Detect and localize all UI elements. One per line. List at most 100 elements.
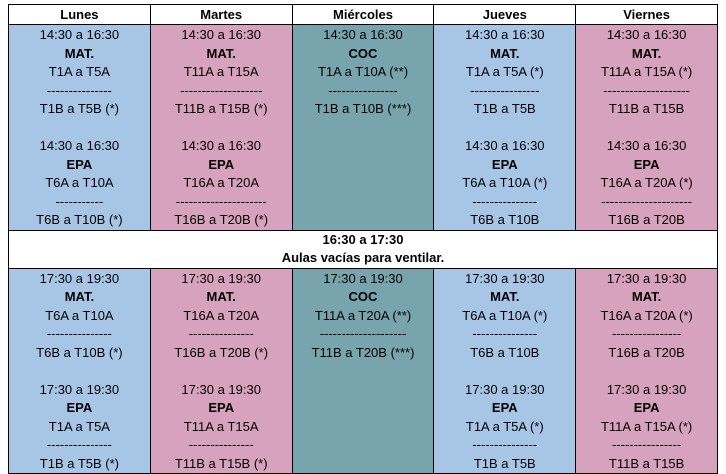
session-time: 14:30 a 16:30 bbox=[465, 138, 545, 153]
group-separator: -------------------- bbox=[603, 82, 690, 98]
subject-label: MAT. bbox=[64, 289, 95, 304]
session-time: 17:30 a 19:30 bbox=[323, 270, 403, 286]
session-block: 17:30 a 19:30 EPA T1A a T5A (*) -----------… bbox=[434, 381, 575, 474]
break-note: Aulas vacías para ventilar. bbox=[281, 249, 445, 265]
group-b-range: T6B a T10B (*) bbox=[36, 212, 123, 227]
group-separator: ---------------- bbox=[470, 82, 540, 98]
group-separator: -------------------- bbox=[319, 326, 407, 341]
group-a-range: T1A a T5A bbox=[48, 64, 110, 79]
subject-label: EPA bbox=[633, 156, 660, 172]
subject-label: COC bbox=[348, 45, 378, 61]
block-gap bbox=[434, 362, 575, 381]
group-b-range: T1B a T5B bbox=[473, 101, 536, 116]
group-separator: ------------------- bbox=[180, 82, 263, 98]
day-header-viernes: Viernes bbox=[575, 4, 718, 25]
subject-label: MAT. bbox=[64, 45, 95, 61]
session-time: 17:30 a 19:30 bbox=[39, 381, 120, 397]
afternoon-cell-martes: 14:30 a 16:30 MAT. T11A a T15A ------------… bbox=[149, 24, 293, 231]
evening-row: 17:30 a 19:30 MAT. T6A a T10A -------------… bbox=[8, 267, 718, 474]
session-time: 17:30 a 19:30 bbox=[606, 270, 687, 286]
session-time: 14:30 a 16:30 bbox=[39, 138, 120, 153]
subject-label: COC bbox=[348, 289, 378, 304]
session-block: 17:30 a 19:30 MAT. T6A a T10A (*) ---------… bbox=[434, 270, 575, 363]
session-block: 14:30 a 16:30 MAT. T11A a T15A (*) --------… bbox=[576, 26, 717, 119]
group-separator: --------------- bbox=[46, 82, 112, 98]
day-header-lunes: Lunes bbox=[8, 4, 151, 25]
group-separator: --------------------- bbox=[175, 193, 267, 209]
subject-label: EPA bbox=[633, 400, 660, 415]
group-b-range: T6B a T10B bbox=[470, 344, 540, 360]
group-a-range: T16A a T20A bbox=[183, 175, 260, 190]
group-b-range: T11B a T15B (*) bbox=[174, 101, 268, 116]
session-time: 14:30 a 16:30 bbox=[465, 27, 545, 42]
group-b-range: T6B a T10B bbox=[470, 212, 540, 227]
block-gap bbox=[434, 119, 575, 138]
block-gap bbox=[9, 119, 150, 138]
afternoon-row: 14:30 a 16:30 MAT. T1A a T5A --------------… bbox=[8, 24, 718, 231]
session-block: 17:30 a 19:30 EPA T11A a T15A -------------… bbox=[151, 381, 292, 474]
evening-cell-miercoles: 17:30 a 19:30 COC T11A a T20A (**) --------… bbox=[291, 267, 435, 474]
group-separator: --------------- bbox=[188, 326, 254, 341]
day-header-miercoles: Miércoles bbox=[291, 4, 435, 25]
session-block: 17:30 a 19:30 EPA T1A a T5A ---------------… bbox=[9, 381, 150, 474]
group-a-range: T16A a T20A (*) bbox=[600, 175, 693, 190]
group-a-range: T16A a T20A bbox=[183, 307, 260, 323]
group-a-range: T6A a T10A (*) bbox=[462, 307, 548, 323]
header-row: Lunes Martes Miércoles Jueves Viernes bbox=[8, 4, 718, 25]
group-separator: --------------- bbox=[46, 437, 112, 452]
subject-label: MAT. bbox=[206, 289, 236, 304]
group-a-range: T1A a T5A (*) bbox=[465, 418, 544, 434]
session-time: 14:30 a 16:30 bbox=[606, 138, 687, 153]
session-block: 17:30 a 19:30 COC T11A a T20A (**) --------… bbox=[293, 270, 434, 363]
group-a-range: T1A a T10A (**) bbox=[317, 64, 409, 79]
group-b-range: T6B a T10B (*) bbox=[36, 344, 123, 360]
break-cell: 16:30 a 17:30 Aulas vacías para ventilar… bbox=[8, 229, 718, 269]
session-time: 14:30 a 16:30 bbox=[323, 27, 403, 42]
group-b-range: T16B a T20B bbox=[608, 344, 685, 360]
schedule-table: Lunes Martes Miércoles Jueves Viernes 14… bbox=[8, 4, 718, 474]
session-block: 14:30 a 16:30 MAT. T1A a T5A --------------… bbox=[9, 26, 150, 119]
group-b-range: T16B a T20B bbox=[608, 212, 685, 227]
session-time: 14:30 a 16:30 bbox=[39, 27, 120, 42]
group-b-range: T1B a T5B (*) bbox=[39, 455, 120, 471]
block-gap bbox=[9, 362, 150, 381]
subject-label: EPA bbox=[208, 156, 235, 172]
afternoon-cell-lunes: 14:30 a 16:30 MAT. T1A a T5A --------------… bbox=[8, 24, 151, 231]
session-block: 17:30 a 19:30 MAT. T16A a T20A ------------… bbox=[151, 270, 292, 363]
session-time: 14:30 a 16:30 bbox=[181, 27, 261, 42]
afternoon-cell-viernes: 14:30 a 16:30 MAT. T11A a T15A (*) --------… bbox=[575, 24, 718, 231]
group-a-range: T1A a T5A bbox=[48, 418, 110, 434]
subject-label: EPA bbox=[491, 400, 518, 415]
subject-label: MAT. bbox=[206, 45, 236, 61]
group-b-range: T16B a T20B (*) bbox=[174, 344, 269, 360]
subject-label: EPA bbox=[66, 156, 93, 172]
group-separator: --------------- bbox=[472, 193, 538, 209]
block-gap bbox=[576, 362, 717, 381]
session-block: 14:30 a 16:30 EPA T16A a T20A (*) ---------… bbox=[576, 137, 717, 230]
group-a-range: T11A a T15A bbox=[183, 64, 259, 79]
session-time: 14:30 a 16:30 bbox=[606, 27, 687, 42]
group-a-range: T6A a T10A (*) bbox=[462, 175, 548, 190]
session-block: 14:30 a 16:30 MAT. T1A a T5A (*) ----------… bbox=[434, 26, 575, 119]
subject-label: EPA bbox=[208, 400, 235, 415]
session-time: 14:30 a 16:30 bbox=[181, 138, 261, 153]
subject-label: EPA bbox=[66, 400, 93, 415]
afternoon-cell-miercoles: 14:30 a 16:30 COC T1A a T10A (**) ---------… bbox=[291, 24, 435, 231]
group-a-range: T6A a T10A bbox=[45, 307, 114, 323]
group-b-range: T11B a T15B bbox=[608, 455, 685, 471]
subject-label: MAT. bbox=[631, 45, 662, 61]
group-a-range: T6A a T10A bbox=[45, 175, 114, 190]
group-separator: --------------- bbox=[46, 326, 112, 341]
group-a-range: T1A a T5A (*) bbox=[465, 64, 544, 79]
group-b-range: T11B a T20B (***) bbox=[311, 344, 415, 360]
group-b-range: T1B a T10B (***) bbox=[314, 101, 412, 116]
evening-cell-martes: 17:30 a 19:30 MAT. T16A a T20A ------------… bbox=[149, 267, 293, 474]
session-block: 14:30 a 16:30 EPA T6A a T10A (*) ----------… bbox=[434, 137, 575, 230]
session-block: 14:30 a 16:30 EPA T16A a T20A -------------… bbox=[151, 137, 292, 230]
subject-label: MAT. bbox=[490, 289, 520, 304]
group-separator: --------------- bbox=[188, 437, 254, 452]
group-separator: ---------------- bbox=[611, 326, 682, 341]
session-time: 17:30 a 19:30 bbox=[465, 381, 545, 397]
group-a-range: T16A a T20A (*) bbox=[600, 307, 693, 323]
evening-cell-lunes: 17:30 a 19:30 MAT. T6A a T10A -------------… bbox=[8, 267, 151, 474]
